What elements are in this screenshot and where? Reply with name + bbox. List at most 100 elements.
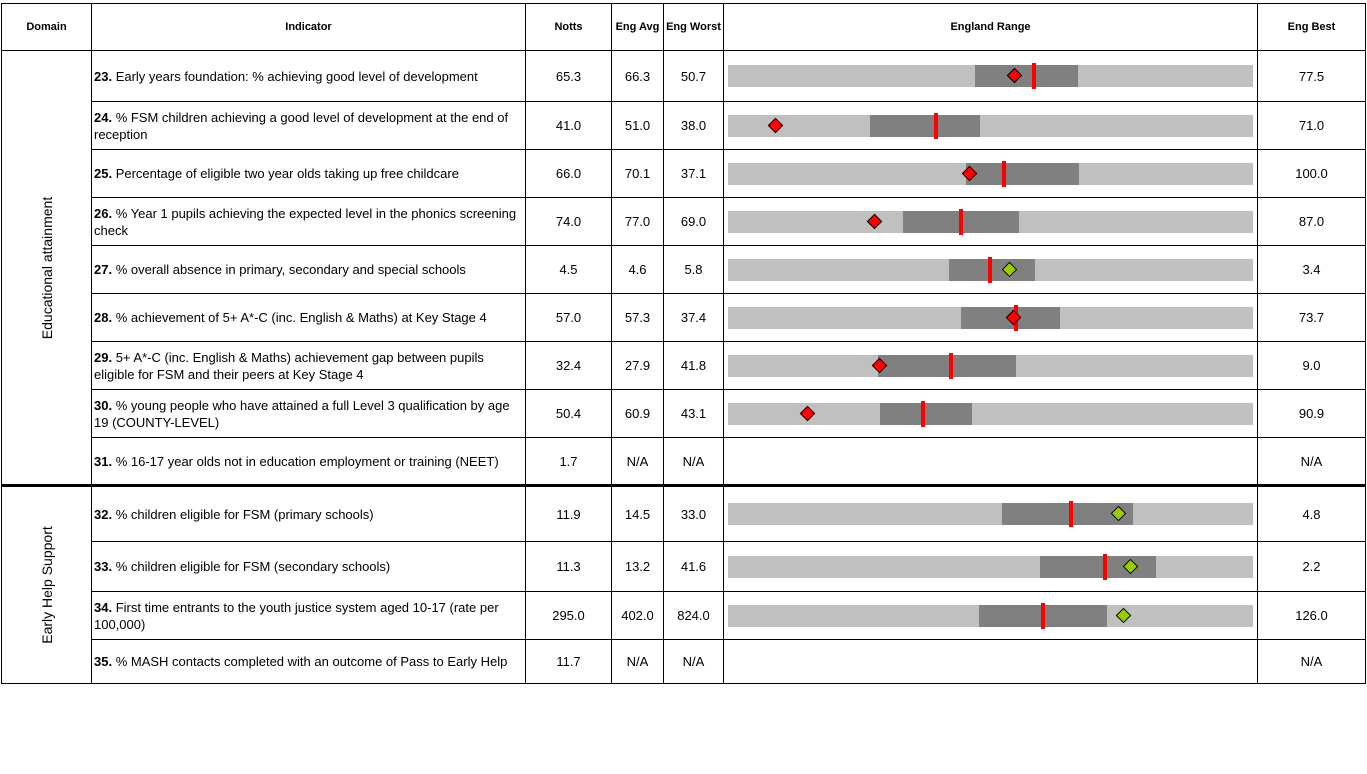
notts-value: 65.3 [525, 50, 612, 102]
england-range-cell [723, 197, 1258, 246]
notts-value-marker [768, 117, 784, 133]
indicator-table: Domain Indicator Notts Eng Avg Eng Worst… [1, 3, 1366, 684]
england-range-cell [723, 541, 1258, 592]
england-average-marker [1032, 63, 1037, 89]
notts-value: 4.5 [525, 245, 612, 294]
eng-worst-value: 37.1 [663, 149, 724, 198]
eng-best-value: 126.0 [1257, 591, 1366, 640]
indicator-cell: 32. % children eligible for FSM (primary… [91, 484, 526, 542]
england-average-marker [1068, 501, 1073, 527]
eng-worst-value: N/A [663, 639, 724, 684]
domain-label: Educational attainment [38, 196, 55, 339]
eng-avg-value: 57.3 [611, 293, 664, 342]
interquartile-range [1040, 555, 1157, 578]
notts-value: 74.0 [525, 197, 612, 246]
indicator-text: % Year 1 pupils achieving the expected l… [94, 205, 517, 238]
eng-avg-value: 14.5 [611, 484, 664, 542]
eng-best-value: 87.0 [1257, 197, 1366, 246]
england-average-marker [921, 400, 926, 427]
notts-value: 66.0 [525, 149, 612, 198]
eng-best-value: 2.2 [1257, 541, 1366, 592]
interquartile-range [877, 354, 1016, 377]
eng-worst-value: 50.7 [663, 50, 724, 102]
table-row: 27. % overall absence in primary, second… [2, 245, 1366, 294]
eng-best-value: 4.8 [1257, 484, 1366, 542]
england-average-marker [948, 352, 953, 379]
indicator-cell: 25. Percentage of eligible two year olds… [91, 149, 526, 198]
england-average-marker [987, 256, 992, 283]
range-bar [728, 112, 1253, 139]
range-bar [728, 501, 1253, 527]
range-bar [728, 208, 1253, 235]
header-eng-avg: Eng Avg [611, 3, 664, 51]
range-bar [728, 352, 1253, 379]
eng-avg-value: 27.9 [611, 341, 664, 390]
table-row: 26. % Year 1 pupils achieving the expect… [2, 197, 1366, 246]
header-domain: Domain [1, 3, 92, 51]
indicator-text: % children eligible for FSM (primary sch… [112, 506, 374, 522]
eng-worst-value: 33.0 [663, 484, 724, 542]
notts-value: 1.7 [525, 437, 612, 486]
eng-best-value: 77.5 [1257, 50, 1366, 102]
indicator-number: 32. [94, 506, 113, 522]
range-bar [728, 602, 1253, 629]
eng-best-value: 90.9 [1257, 389, 1366, 438]
england-range-cell [723, 341, 1258, 390]
indicator-text: 5+ A*-C (inc. English & Maths) achieveme… [94, 349, 484, 382]
england-range-cell [723, 437, 1258, 486]
eng-best-value: N/A [1257, 639, 1366, 684]
notts-value: 11.3 [525, 541, 612, 592]
eng-avg-value: 60.9 [611, 389, 664, 438]
notts-value: 295.0 [525, 591, 612, 640]
domain-cell: Educational attainment [1, 50, 92, 486]
eng-best-value: N/A [1257, 437, 1366, 486]
range-bar [728, 400, 1253, 427]
indicator-text: Early years foundation: % achieving good… [112, 68, 478, 84]
eng-worst-value: 37.4 [663, 293, 724, 342]
england-range-cell [723, 484, 1258, 542]
table-row: 29. 5+ A*-C (inc. English & Maths) achie… [2, 341, 1366, 390]
range-bar [728, 553, 1253, 580]
notts-value-marker [866, 213, 883, 229]
eng-avg-value: 51.0 [611, 101, 664, 150]
header-eng-worst: Eng Worst [663, 3, 724, 51]
indicator-number: 35. [94, 654, 113, 669]
interquartile-range [965, 162, 1080, 185]
table-row: 33. % children eligible for FSM (seconda… [2, 541, 1366, 592]
england-range-cell [723, 149, 1258, 198]
indicator-text: % achievement of 5+ A*-C (inc. English &… [112, 310, 487, 325]
notts-value-marker [799, 405, 816, 421]
eng-worst-value: 41.8 [663, 341, 724, 390]
header-england-range: England Range [723, 3, 1258, 51]
table-row: Early Help Support 32. % children eligibl… [1, 484, 1366, 684]
england-average-marker [1102, 553, 1107, 580]
indicator-number: 30. [94, 397, 113, 413]
eng-worst-value: 43.1 [663, 389, 724, 438]
eng-best-value: 3.4 [1257, 245, 1366, 294]
notts-value: 41.0 [525, 101, 612, 150]
eng-avg-value: N/A [611, 639, 664, 684]
indicator-cell: 27. % overall absence in primary, second… [91, 245, 526, 294]
eng-best-value: 73.7 [1257, 293, 1366, 342]
england-range-cell [723, 591, 1258, 640]
england-range-cell [723, 101, 1258, 150]
indicator-text: % young people who have attained a full … [94, 397, 510, 430]
indicator-number: 33. [94, 559, 113, 574]
eng-worst-value: 41.6 [663, 541, 724, 592]
indicator-cell: 29. 5+ A*-C (inc. English & Maths) achie… [91, 341, 526, 390]
table-row: 34. First time entrants to the youth jus… [2, 591, 1366, 640]
indicator-number: 25. [94, 166, 113, 181]
indicator-number: 31. [94, 453, 113, 469]
indicator-text: % overall absence in primary, secondary … [112, 262, 466, 277]
england-average-marker [934, 112, 939, 139]
indicator-text: First time entrants to the youth justice… [94, 599, 499, 632]
range-bar [728, 256, 1253, 283]
interquartile-range [1002, 503, 1133, 525]
indicator-number: 27. [94, 262, 113, 277]
eng-best-value: 100.0 [1257, 149, 1366, 198]
eng-worst-value: N/A [663, 437, 724, 486]
indicator-cell: 30. % young people who have attained a f… [91, 389, 526, 438]
notts-value: 50.4 [525, 389, 612, 438]
table-row: 25. Percentage of eligible two year olds… [2, 149, 1366, 198]
indicator-cell: 35. % MASH contacts completed with an ou… [91, 639, 526, 684]
